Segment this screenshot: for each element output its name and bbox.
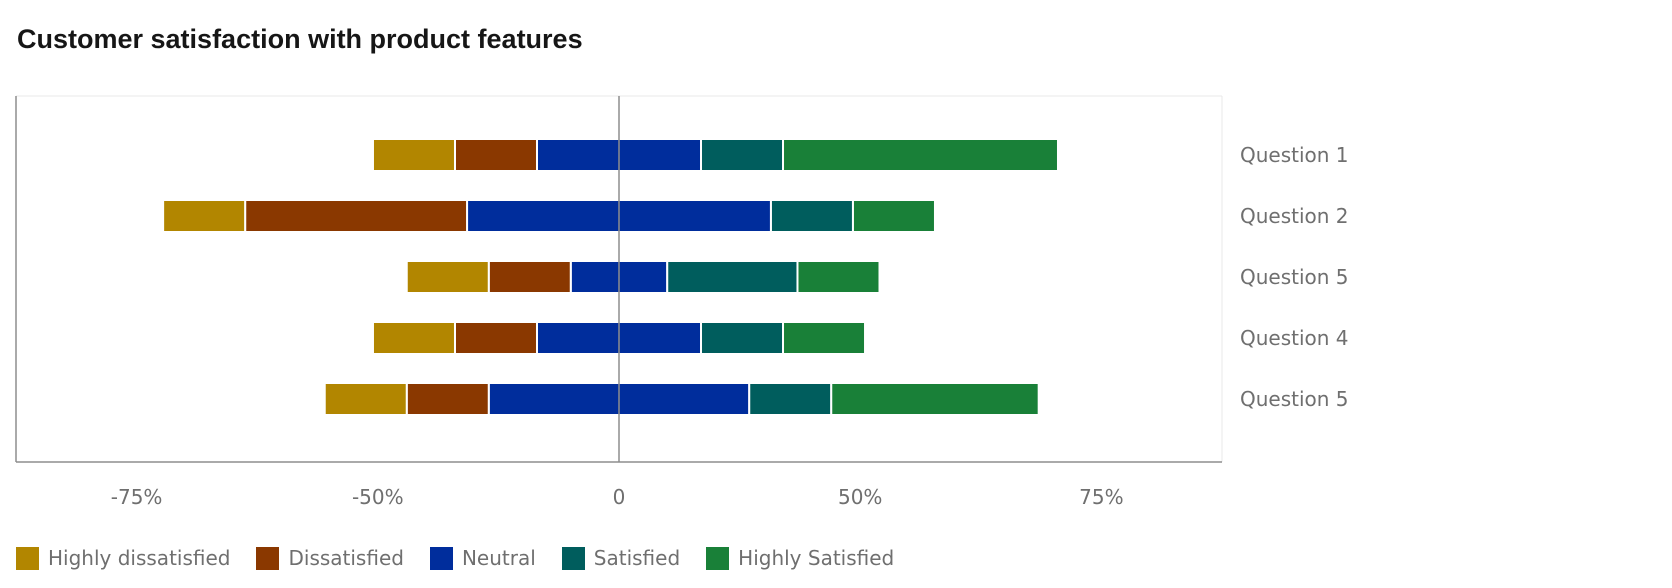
legend-swatch: [429, 546, 453, 570]
legend-item[interactable]: Highly dissatisfied: [16, 546, 230, 570]
x-tick-label: -50%: [352, 485, 404, 509]
chart: Question 1 Question 2 Question 5 Question 4…: [15, 95, 1349, 509]
bar-highly-satisfied: [782, 321, 867, 355]
bar-satisfied: [769, 199, 854, 233]
bar-highly-satisfied: [782, 138, 1059, 172]
legend-label: Neutral: [461, 546, 536, 570]
y-tick-label: Question 2: [1240, 204, 1349, 228]
bar-dissatisfied: [453, 321, 538, 355]
legend-item[interactable]: Dissatisfied: [256, 546, 404, 570]
bar-highly-satisfied: [796, 260, 881, 294]
legend-label: Dissatisfied: [288, 546, 404, 570]
bar-highly-dissatisfied: [405, 260, 490, 294]
bar-highly-satisfied: [851, 199, 936, 233]
bar-satisfied: [666, 260, 799, 294]
y-tick-label: Question 4: [1240, 326, 1349, 350]
legend-swatch: [706, 546, 730, 570]
bar-highly-satisfied: [830, 382, 1040, 416]
bar-satisfied: [700, 321, 785, 355]
bar-dissatisfied: [244, 199, 469, 233]
bar-dissatisfied: [487, 260, 572, 294]
legend-item[interactable]: Neutral: [429, 546, 536, 570]
legend: Highly dissatisfied Dissatisfied Neutral Sa…: [16, 546, 920, 570]
legend-label: Highly Satisfied: [738, 546, 895, 570]
chart-title: Customer satisfaction with product featu…: [17, 24, 583, 54]
bar-highly-dissatisfied: [371, 138, 456, 172]
bar-highly-dissatisfied: [162, 199, 247, 233]
legend-swatch: [256, 546, 280, 570]
legend-swatch: [16, 546, 39, 570]
x-tick-label: 75%: [1079, 485, 1123, 509]
legend-label: Satisfied: [593, 546, 681, 570]
bar-highly-dissatisfied: [323, 382, 408, 416]
bar-satisfied: [748, 382, 833, 416]
legend-item[interactable]: Satisfied: [561, 546, 681, 570]
bar-dissatisfied: [453, 138, 538, 172]
x-tick-label: 50%: [838, 485, 882, 509]
legend-label: Highly dissatisfied: [48, 546, 231, 570]
y-tick-label: Question 1: [1240, 143, 1349, 167]
bar-satisfied: [700, 138, 785, 172]
legend-item[interactable]: Highly Satisfied: [706, 546, 894, 570]
x-tick-label: 0: [613, 485, 626, 509]
bar-dissatisfied: [405, 382, 490, 416]
x-tick-label: -75%: [111, 485, 163, 509]
y-tick-label: Question 5: [1240, 265, 1349, 289]
legend-swatch: [561, 546, 585, 570]
y-tick-label: Question 5: [1240, 387, 1349, 411]
bar-highly-dissatisfied: [371, 321, 456, 355]
